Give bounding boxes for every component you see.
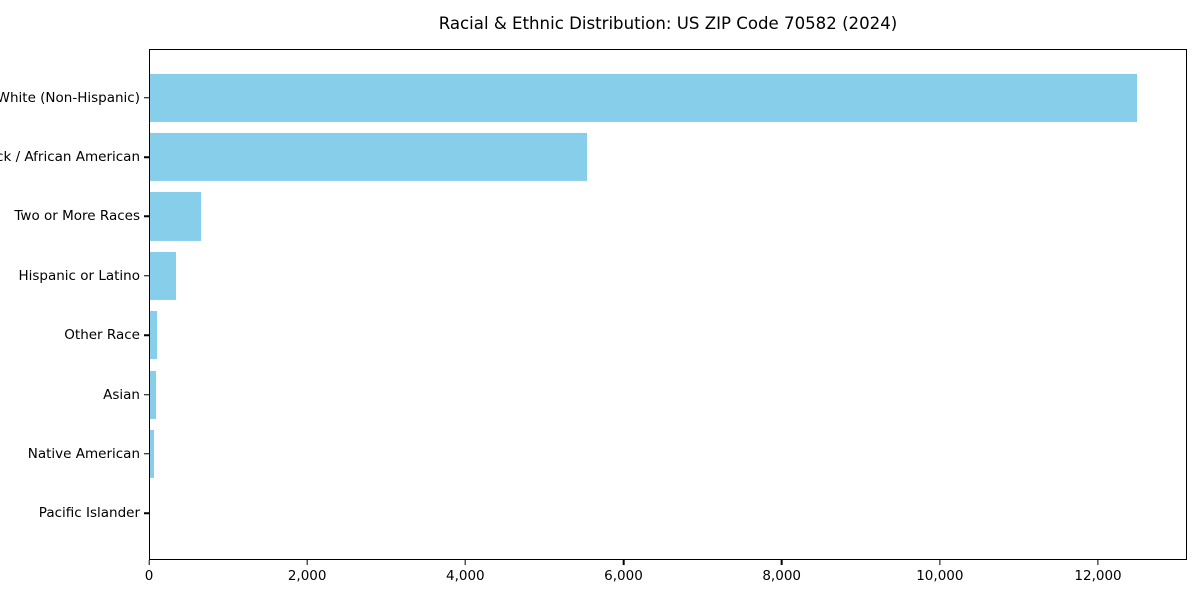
bar xyxy=(150,192,202,241)
x-tick-label: 10,000 xyxy=(916,568,964,584)
bar xyxy=(150,133,588,182)
y-tick-mark xyxy=(143,275,149,277)
bar-row: Hispanic or Latino xyxy=(18,246,1186,305)
bar xyxy=(150,370,156,419)
bar xyxy=(150,251,177,300)
bar-row: Other Race xyxy=(64,306,1186,365)
x-axis-tick: 12,000 xyxy=(1074,560,1122,584)
y-axis-label: Two or More Races xyxy=(14,208,140,225)
x-tick-mark xyxy=(622,560,625,565)
bar-row: Pacific Islander xyxy=(39,484,1186,543)
x-tick-label: 4,000 xyxy=(446,568,485,584)
x-tick-label: 2,000 xyxy=(287,568,327,584)
y-tick-mark xyxy=(143,215,149,218)
y-tick-mark xyxy=(143,156,149,158)
bar-row: Native American xyxy=(28,424,1186,483)
x-axis-tick: 2,000 xyxy=(287,560,327,584)
x-axis-tick: 8,000 xyxy=(762,560,801,584)
chart-title: Racial & Ethnic Distribution: US ZIP Cod… xyxy=(438,14,898,33)
bar-row: Black / African American xyxy=(0,127,1186,186)
y-axis-label: White (Non-Hispanic) xyxy=(0,89,140,106)
y-tick-mark xyxy=(143,393,149,396)
x-tick-mark xyxy=(780,560,783,565)
y-axis-label: Hispanic or Latino xyxy=(18,267,140,284)
x-axis-tick: 10,000 xyxy=(916,560,963,584)
x-tick-mark xyxy=(464,560,467,565)
y-axis-label: Asian xyxy=(103,386,140,403)
y-axis-label: Other Race xyxy=(64,327,140,344)
y-tick-mark xyxy=(143,334,149,336)
x-axis-tick: 0 xyxy=(144,560,154,584)
bars-container: White (Non-Hispanic) Black / African Amer… xyxy=(0,50,1186,559)
y-tick-mark xyxy=(143,453,149,455)
bar xyxy=(150,311,158,360)
y-tick-mark xyxy=(143,96,149,99)
plot-area: White (Non-Hispanic) Black / African Amer… xyxy=(0,49,1187,560)
x-tick-label: 12,000 xyxy=(1074,568,1122,584)
bar-row: Two or More Races xyxy=(14,187,1186,246)
y-axis-label: Native American xyxy=(27,445,140,462)
x-tick-mark xyxy=(939,560,941,565)
y-axis-label: Pacific Islander xyxy=(38,505,140,522)
x-tick-label: 6,000 xyxy=(604,568,643,584)
x-tick-mark xyxy=(306,560,308,565)
x-axis-tick: 6,000 xyxy=(604,560,643,584)
bar-row: White (Non-Hispanic) xyxy=(0,68,1186,127)
bar-row: Asian xyxy=(103,365,1186,424)
x-tick-mark xyxy=(1097,560,1099,565)
y-tick-mark xyxy=(143,512,149,515)
y-axis-label: Black / African American xyxy=(0,149,140,166)
bar xyxy=(150,73,1137,122)
x-tick-label: 0 xyxy=(144,568,154,584)
x-tick-label: 8,000 xyxy=(762,568,801,584)
x-axis: 0 2,000 4,000 6,000 8,000 10,000 12,000 xyxy=(145,560,1187,590)
bar xyxy=(150,429,154,478)
x-tick-mark xyxy=(148,560,150,565)
x-axis-tick: 4,000 xyxy=(446,560,485,584)
